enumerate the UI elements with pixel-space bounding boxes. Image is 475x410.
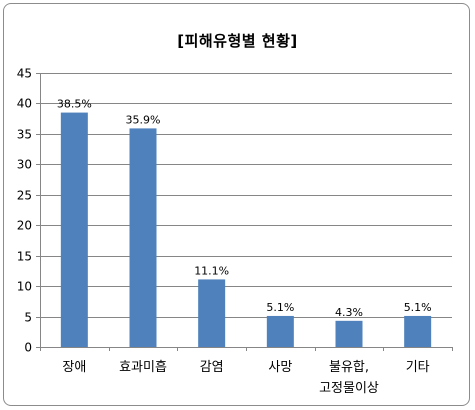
y-tick-label: 20 — [17, 219, 32, 233]
data-label: 4.3% — [335, 306, 363, 319]
x-category-label: 불유합, — [329, 360, 369, 375]
y-tick-label: 15 — [17, 250, 32, 264]
y-tick-label: 10 — [17, 280, 32, 294]
x-category-label: 사망 — [268, 360, 292, 375]
data-label: 38.5% — [57, 98, 92, 111]
x-category-label: 기타 — [406, 360, 430, 375]
x-category-label: 장애 — [62, 360, 86, 375]
y-tick-label: 30 — [17, 158, 32, 172]
x-category-label: 감염 — [200, 360, 224, 375]
x-category-label: 효과미흡 — [119, 360, 167, 375]
data-label: 5.1% — [404, 301, 432, 314]
data-label: 5.1% — [266, 301, 294, 314]
y-tick-label: 5 — [24, 311, 32, 325]
chart-title: [피해유형별 현황] — [177, 32, 298, 50]
bar — [335, 320, 363, 347]
data-label: 11.1% — [194, 264, 229, 277]
y-tick-label: 25 — [17, 189, 32, 203]
bar — [198, 279, 226, 347]
y-tick-label: 45 — [17, 67, 32, 81]
y-tick-label: 40 — [17, 97, 32, 111]
bar — [60, 112, 88, 347]
bar — [404, 315, 432, 347]
y-tick-label: 0 — [24, 341, 32, 355]
data-label: 35.9% — [126, 113, 161, 126]
y-tick-label: 35 — [17, 128, 32, 142]
bar — [129, 128, 157, 347]
x-category-label: 고정물이상 — [319, 381, 379, 396]
bar — [266, 315, 294, 347]
